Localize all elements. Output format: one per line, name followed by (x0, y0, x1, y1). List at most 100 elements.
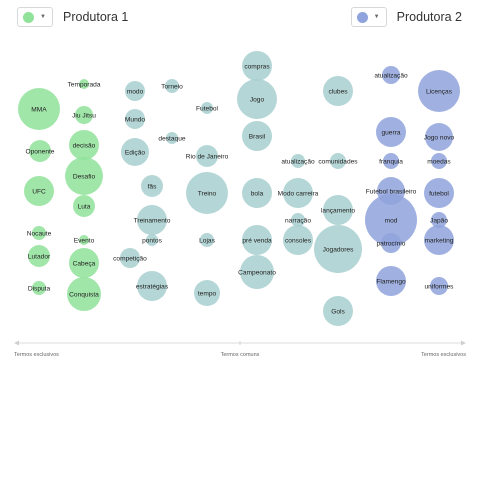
bubble-produtora2[interactable] (381, 233, 401, 253)
bubble-label: clubes (328, 88, 348, 95)
bubble-common[interactable] (242, 121, 272, 151)
bubble-label: Futebol brasileiro (366, 188, 417, 195)
bubble-label: Lojas (199, 237, 215, 244)
bubble-label: UFC (32, 188, 46, 195)
bubble-label: Cabeça (73, 260, 96, 267)
color-picker-produtora-2[interactable]: ▼ (350, 7, 387, 27)
bubble-common[interactable] (283, 178, 313, 208)
bubble-label: Treino (198, 190, 217, 197)
bubble-label: Conquista (69, 291, 99, 298)
color-picker-produtora-1[interactable]: ▼ (17, 7, 53, 27)
bubble-common[interactable] (330, 153, 346, 169)
bubble-label: guerra (381, 129, 400, 136)
bubble-produtora2[interactable] (431, 153, 447, 169)
bubble-common[interactable] (165, 79, 179, 93)
bubble-label: bola (251, 190, 264, 197)
bubble-label: tempo (198, 290, 217, 297)
bubble-produtora2[interactable] (418, 70, 460, 112)
bubble-common[interactable] (166, 132, 178, 144)
bubble-produtora2[interactable] (382, 66, 400, 84)
bubble-common[interactable] (323, 76, 353, 106)
bubble-produtora1[interactable] (18, 88, 60, 130)
bubble-produtora2[interactable] (365, 194, 417, 246)
arrow-right-icon (461, 340, 466, 346)
bubble-produtora1[interactable] (32, 226, 46, 240)
bubble-common[interactable] (141, 175, 163, 197)
bubble-label: Mundo (125, 116, 145, 123)
bubble-common[interactable] (240, 255, 274, 289)
bubble-produtora1[interactable] (29, 140, 51, 162)
bubble-common[interactable] (137, 271, 167, 301)
bubble-produtora2[interactable] (376, 117, 406, 147)
bubble-produtora1[interactable] (79, 79, 89, 89)
x-axis: Termos exclusivos Termos comuns Termos e… (14, 340, 466, 358)
bubble-produtora2[interactable] (424, 225, 454, 255)
bubble-label: Desafio (73, 173, 96, 180)
bubble-produtora1[interactable] (73, 195, 95, 217)
bubble-produtora1[interactable] (69, 248, 99, 278)
bubble-common[interactable] (291, 213, 305, 227)
bubble-label: atualização (281, 158, 315, 165)
bubble-produtora2[interactable] (376, 266, 406, 296)
bubble-common[interactable] (120, 248, 140, 268)
bubble-label: decisão (73, 142, 96, 149)
bubble-common[interactable] (242, 225, 272, 255)
bubble-label: Futebol (196, 105, 219, 112)
bubble-common[interactable] (201, 102, 213, 114)
bubble-produtora1[interactable] (24, 176, 54, 206)
bubble-produtora2[interactable] (383, 153, 399, 169)
bubble-produtora1[interactable] (28, 245, 50, 267)
bubble-label: Disputa (28, 285, 51, 292)
bubble-produtora2[interactable] (431, 212, 447, 228)
bubble-label: Japão (430, 217, 448, 224)
bubble-label: fãs (148, 183, 157, 190)
bubble-common[interactable] (323, 296, 353, 326)
bubble-common[interactable] (283, 225, 313, 255)
bubble-produtora1[interactable] (65, 157, 103, 195)
bubble-label: consoles (285, 237, 312, 244)
bubble-common[interactable] (125, 81, 145, 101)
bubble-common[interactable] (194, 280, 220, 306)
bubble-produtora1[interactable] (67, 277, 101, 311)
bubble-label: Luta (78, 203, 91, 210)
bubble-produtora1[interactable] (32, 281, 46, 295)
bubble-label: Evento (74, 237, 95, 244)
legend-produtora-2: ▼ Produtora 2 (350, 6, 462, 28)
bubble-label: Lutador (28, 253, 51, 260)
bubble-common[interactable] (200, 233, 214, 247)
bubble-common[interactable] (146, 234, 158, 246)
bubble-common[interactable] (196, 145, 218, 167)
chevron-down-icon: ▼ (40, 14, 46, 20)
bubble-label: Gols (331, 308, 345, 315)
bubble-produtora2[interactable] (424, 178, 454, 208)
bubble-label: Brasil (249, 133, 266, 140)
bubble-common[interactable] (121, 138, 149, 166)
bubbles-layer: MMA Temporada Jiu Jitsu Oponente decisão Desa… (18, 51, 460, 326)
bubble-produtora1[interactable] (75, 106, 93, 124)
bubble-common[interactable] (323, 195, 353, 225)
bubble-common[interactable] (237, 79, 277, 119)
bubble-produtora1[interactable] (79, 235, 89, 245)
bubble-common[interactable] (125, 109, 145, 129)
bubble-produtora1[interactable] (69, 130, 99, 160)
bubble-produtora2[interactable] (430, 277, 448, 295)
bubble-common[interactable] (314, 225, 362, 273)
bubble-produtora2[interactable] (425, 123, 453, 151)
bubble-label: Temporada (68, 81, 101, 88)
bubble-label: Flamengo (376, 278, 406, 285)
bubble-label: franquia (379, 158, 403, 165)
bubble-label: marketing (425, 237, 454, 244)
legend-label-produtora-1: Produtora 1 (63, 10, 129, 24)
bubble-common[interactable] (242, 51, 272, 81)
bubble-label: compras (244, 63, 270, 70)
bubble-label: Modo carreira (278, 190, 319, 197)
bubble-label: Edição (125, 149, 145, 156)
bubble-common[interactable] (242, 178, 272, 208)
bubble-label: competição (113, 255, 147, 262)
bubble-label: Torneio (161, 83, 183, 90)
bubble-common[interactable] (137, 205, 167, 235)
arrow-left-icon (14, 340, 19, 346)
bubble-label: comunidades (318, 158, 358, 165)
bubble-common[interactable] (186, 172, 228, 214)
bubble-common[interactable] (291, 154, 305, 168)
